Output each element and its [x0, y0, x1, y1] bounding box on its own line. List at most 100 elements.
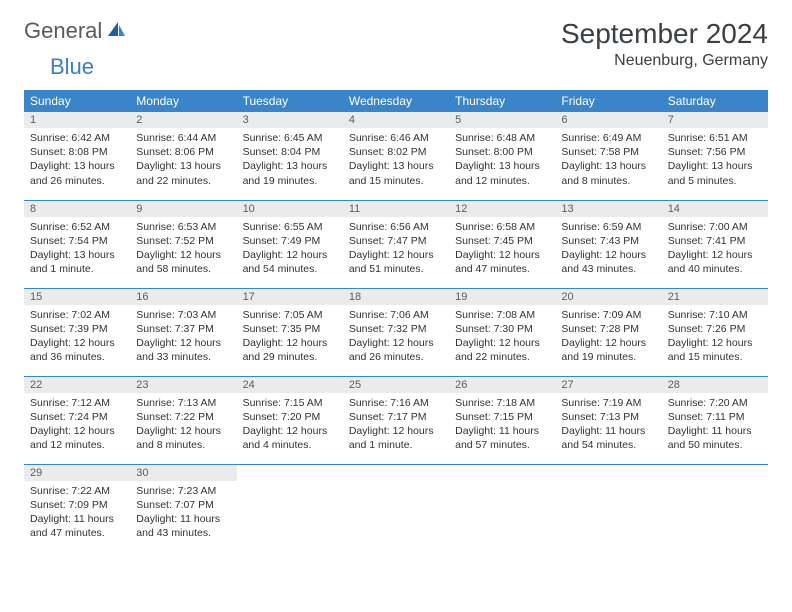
calendar-cell: 9Sunrise: 6:53 AMSunset: 7:52 PMDaylight… — [130, 200, 236, 288]
day-details: Sunrise: 6:51 AMSunset: 7:56 PMDaylight:… — [662, 128, 768, 194]
sunset-text: Sunset: 7:17 PM — [349, 410, 443, 424]
day-details: Sunrise: 6:58 AMSunset: 7:45 PMDaylight:… — [449, 217, 555, 283]
sunrise-text: Sunrise: 6:45 AM — [243, 131, 337, 145]
sunrise-text: Sunrise: 7:05 AM — [243, 308, 337, 322]
sunrise-text: Sunrise: 6:48 AM — [455, 131, 549, 145]
calendar-cell: 24Sunrise: 7:15 AMSunset: 7:20 PMDayligh… — [237, 376, 343, 464]
day-number: 26 — [449, 377, 555, 393]
calendar-cell: 22Sunrise: 7:12 AMSunset: 7:24 PMDayligh… — [24, 376, 130, 464]
day-details: Sunrise: 7:18 AMSunset: 7:15 PMDaylight:… — [449, 393, 555, 459]
sunset-text: Sunset: 7:24 PM — [30, 410, 124, 424]
day-number: 8 — [24, 201, 130, 217]
weekday-header: Monday — [130, 90, 236, 112]
day-number: 19 — [449, 289, 555, 305]
sunrise-text: Sunrise: 6:46 AM — [349, 131, 443, 145]
calendar-cell: 2Sunrise: 6:44 AMSunset: 8:06 PMDaylight… — [130, 112, 236, 200]
daylight-text: Daylight: 11 hours and 54 minutes. — [561, 424, 655, 452]
day-number: 4 — [343, 112, 449, 128]
daylight-text: Daylight: 12 hours and 54 minutes. — [243, 248, 337, 276]
daylight-text: Daylight: 12 hours and 47 minutes. — [455, 248, 549, 276]
calendar-cell: 16Sunrise: 7:03 AMSunset: 7:37 PMDayligh… — [130, 288, 236, 376]
daylight-text: Daylight: 13 hours and 19 minutes. — [243, 159, 337, 187]
sunset-text: Sunset: 8:08 PM — [30, 145, 124, 159]
calendar-cell: 28Sunrise: 7:20 AMSunset: 7:11 PMDayligh… — [662, 376, 768, 464]
calendar-cell: 10Sunrise: 6:55 AMSunset: 7:49 PMDayligh… — [237, 200, 343, 288]
day-number: 2 — [130, 112, 236, 128]
calendar-row: 1Sunrise: 6:42 AMSunset: 8:08 PMDaylight… — [24, 112, 768, 200]
sunrise-text: Sunrise: 7:03 AM — [136, 308, 230, 322]
day-number: 5 — [449, 112, 555, 128]
calendar-cell: 27Sunrise: 7:19 AMSunset: 7:13 PMDayligh… — [555, 376, 661, 464]
day-number: 14 — [662, 201, 768, 217]
logo-text-general: General — [24, 18, 102, 44]
day-details: Sunrise: 6:45 AMSunset: 8:04 PMDaylight:… — [237, 128, 343, 194]
day-number: 13 — [555, 201, 661, 217]
daylight-text: Daylight: 13 hours and 1 minute. — [30, 248, 124, 276]
day-number: 15 — [24, 289, 130, 305]
weekday-header: Sunday — [24, 90, 130, 112]
day-details: Sunrise: 6:49 AMSunset: 7:58 PMDaylight:… — [555, 128, 661, 194]
daylight-text: Daylight: 13 hours and 26 minutes. — [30, 159, 124, 187]
day-number: 24 — [237, 377, 343, 393]
sunset-text: Sunset: 7:13 PM — [561, 410, 655, 424]
sunset-text: Sunset: 7:26 PM — [668, 322, 762, 336]
calendar-cell: 5Sunrise: 6:48 AMSunset: 8:00 PMDaylight… — [449, 112, 555, 200]
calendar-cell: 8Sunrise: 6:52 AMSunset: 7:54 PMDaylight… — [24, 200, 130, 288]
sunset-text: Sunset: 7:54 PM — [30, 234, 124, 248]
sunset-text: Sunset: 7:28 PM — [561, 322, 655, 336]
calendar-cell: 4Sunrise: 6:46 AMSunset: 8:02 PMDaylight… — [343, 112, 449, 200]
calendar-cell: 12Sunrise: 6:58 AMSunset: 7:45 PMDayligh… — [449, 200, 555, 288]
day-details: Sunrise: 7:08 AMSunset: 7:30 PMDaylight:… — [449, 305, 555, 371]
sunset-text: Sunset: 8:00 PM — [455, 145, 549, 159]
sunset-text: Sunset: 7:56 PM — [668, 145, 762, 159]
day-number: 9 — [130, 201, 236, 217]
sunrise-text: Sunrise: 6:55 AM — [243, 220, 337, 234]
day-details: Sunrise: 7:03 AMSunset: 7:37 PMDaylight:… — [130, 305, 236, 371]
sunset-text: Sunset: 8:04 PM — [243, 145, 337, 159]
calendar-cell — [449, 464, 555, 552]
calendar-row: 8Sunrise: 6:52 AMSunset: 7:54 PMDaylight… — [24, 200, 768, 288]
sunset-text: Sunset: 7:41 PM — [668, 234, 762, 248]
calendar-cell: 25Sunrise: 7:16 AMSunset: 7:17 PMDayligh… — [343, 376, 449, 464]
daylight-text: Daylight: 12 hours and 58 minutes. — [136, 248, 230, 276]
day-number: 23 — [130, 377, 236, 393]
sunset-text: Sunset: 7:58 PM — [561, 145, 655, 159]
daylight-text: Daylight: 12 hours and 1 minute. — [349, 424, 443, 452]
weekday-header-row: Sunday Monday Tuesday Wednesday Thursday… — [24, 90, 768, 112]
day-number: 18 — [343, 289, 449, 305]
daylight-text: Daylight: 13 hours and 22 minutes. — [136, 159, 230, 187]
sunset-text: Sunset: 7:39 PM — [30, 322, 124, 336]
day-details: Sunrise: 6:52 AMSunset: 7:54 PMDaylight:… — [24, 217, 130, 283]
location-label: Neuenburg, Germany — [561, 52, 768, 70]
calendar-cell: 7Sunrise: 6:51 AMSunset: 7:56 PMDaylight… — [662, 112, 768, 200]
sunset-text: Sunset: 7:32 PM — [349, 322, 443, 336]
calendar-cell: 6Sunrise: 6:49 AMSunset: 7:58 PMDaylight… — [555, 112, 661, 200]
calendar-row: 15Sunrise: 7:02 AMSunset: 7:39 PMDayligh… — [24, 288, 768, 376]
weekday-header: Saturday — [662, 90, 768, 112]
day-details: Sunrise: 6:55 AMSunset: 7:49 PMDaylight:… — [237, 217, 343, 283]
calendar-cell: 19Sunrise: 7:08 AMSunset: 7:30 PMDayligh… — [449, 288, 555, 376]
day-number: 17 — [237, 289, 343, 305]
calendar-row: 22Sunrise: 7:12 AMSunset: 7:24 PMDayligh… — [24, 376, 768, 464]
weekday-header: Friday — [555, 90, 661, 112]
sunrise-text: Sunrise: 6:52 AM — [30, 220, 124, 234]
daylight-text: Daylight: 12 hours and 26 minutes. — [349, 336, 443, 364]
weekday-header: Wednesday — [343, 90, 449, 112]
day-details: Sunrise: 6:53 AMSunset: 7:52 PMDaylight:… — [130, 217, 236, 283]
calendar-cell: 3Sunrise: 6:45 AMSunset: 8:04 PMDaylight… — [237, 112, 343, 200]
sunrise-text: Sunrise: 7:06 AM — [349, 308, 443, 322]
calendar-cell — [237, 464, 343, 552]
daylight-text: Daylight: 12 hours and 12 minutes. — [30, 424, 124, 452]
day-number: 16 — [130, 289, 236, 305]
sunset-text: Sunset: 7:47 PM — [349, 234, 443, 248]
sunrise-text: Sunrise: 7:08 AM — [455, 308, 549, 322]
sunrise-text: Sunrise: 7:12 AM — [30, 396, 124, 410]
day-details: Sunrise: 6:42 AMSunset: 8:08 PMDaylight:… — [24, 128, 130, 194]
day-details: Sunrise: 6:48 AMSunset: 8:00 PMDaylight:… — [449, 128, 555, 194]
calendar-cell — [555, 464, 661, 552]
daylight-text: Daylight: 12 hours and 19 minutes. — [561, 336, 655, 364]
daylight-text: Daylight: 12 hours and 29 minutes. — [243, 336, 337, 364]
daylight-text: Daylight: 13 hours and 5 minutes. — [668, 159, 762, 187]
day-details: Sunrise: 7:02 AMSunset: 7:39 PMDaylight:… — [24, 305, 130, 371]
sunset-text: Sunset: 7:07 PM — [136, 498, 230, 512]
